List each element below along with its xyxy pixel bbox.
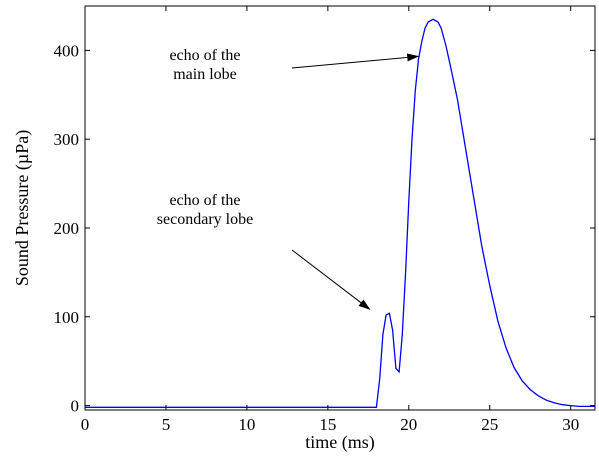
y-axis-title: Sound Pressure (µPa) (12, 130, 33, 286)
plot-area-frame (84, 5, 596, 411)
x-axis: 0 5 10 15 20 25 30 (81, 6, 579, 434)
y-tick-label: 400 (54, 41, 80, 60)
x-axis-title: time (ms) (305, 432, 375, 453)
annotation-arrow (291, 249, 371, 310)
y-tick-label: 0 (71, 397, 80, 416)
y-tick-label: 100 (54, 308, 80, 327)
x-tick-label: 5 (162, 415, 171, 434)
x-tick-label: 30 (562, 415, 579, 434)
y-tick-label: 300 (54, 130, 80, 149)
annotation-text: echo of the (169, 47, 240, 64)
x-tick-label: 0 (81, 415, 90, 434)
x-tick-label: 15 (319, 415, 336, 434)
x-tick-label: 10 (238, 415, 255, 434)
annotations: echo of the main lobe echo of the secondary… (157, 47, 420, 310)
y-tick-label: 200 (54, 219, 80, 238)
x-tick-label: 20 (400, 415, 417, 434)
series-line (85, 18, 595, 408)
annotation-arrow (291, 53, 420, 69)
annotation-text: main lobe (173, 66, 237, 83)
y-axis: 0 100 200 300 400 (54, 41, 595, 416)
annotation-text: echo of the (169, 192, 240, 209)
annotation-text: secondary lobe (157, 211, 253, 228)
x-tick-label: 25 (481, 415, 498, 434)
